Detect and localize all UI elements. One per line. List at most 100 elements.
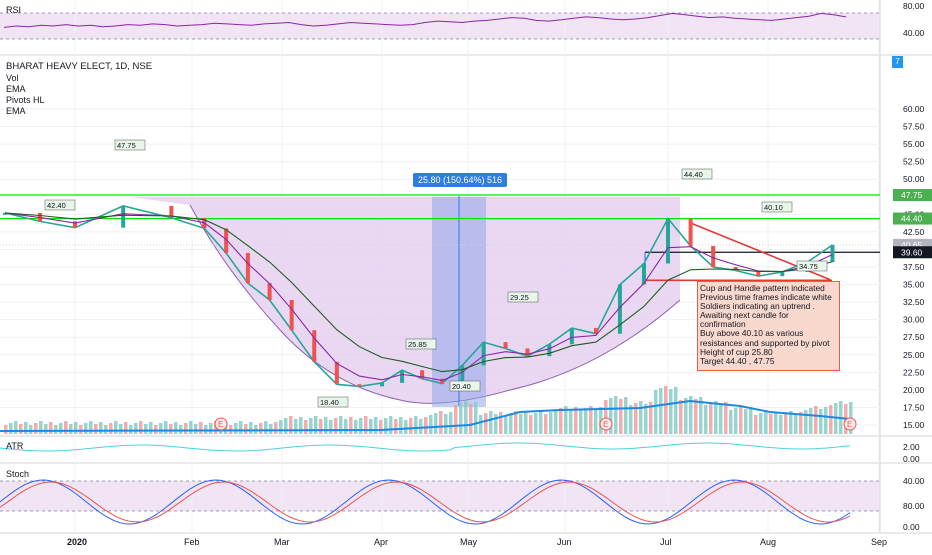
price-tick-14: 25.00	[903, 350, 925, 360]
volume-bar	[69, 424, 73, 434]
volume-bar	[364, 416, 368, 434]
price-tick-4: 50.00	[903, 174, 925, 184]
price-tick-10: 35.00	[903, 280, 925, 290]
volume-bar	[814, 406, 818, 434]
volume-bar	[344, 419, 348, 434]
earnings-marker-circle	[599, 417, 613, 431]
price-candle	[688, 218, 693, 246]
pivot-label-box	[681, 168, 713, 180]
volume-bar	[444, 414, 448, 434]
volume-bar	[144, 424, 148, 434]
volume-bar	[754, 415, 758, 434]
volume-bar	[129, 425, 133, 434]
volume-bar	[439, 411, 443, 434]
volume-bar	[319, 419, 323, 434]
rsi-band	[0, 13, 880, 39]
price-label-39-60: 39.60	[901, 247, 923, 257]
pivot-label-box	[449, 380, 481, 392]
volume-bar	[809, 408, 813, 434]
volume-bar	[299, 417, 303, 434]
price-candle	[547, 344, 552, 357]
volume-bar	[264, 421, 268, 434]
volume-bar	[794, 414, 798, 434]
price-candle	[503, 342, 508, 349]
volume-bar	[609, 398, 613, 434]
pivot-label-box	[405, 338, 437, 350]
volume-bar	[474, 402, 478, 434]
volume-bar	[44, 424, 48, 434]
stoch-band	[0, 481, 880, 511]
x-axis-label-mar: Mar	[274, 537, 290, 547]
volume-bar	[369, 419, 373, 434]
volume-bar	[134, 423, 138, 434]
volume-bar	[519, 414, 523, 434]
chart-title: BHARAT HEAVY ELECT, 1D, NSE	[6, 61, 153, 72]
volume-bar	[194, 424, 198, 434]
volume-bar	[189, 421, 193, 434]
volume-bar	[314, 416, 318, 434]
x-axis-label-feb: Feb	[184, 537, 200, 547]
volume-bar	[744, 409, 748, 434]
volume-bar	[84, 423, 88, 434]
volume-bar	[469, 404, 473, 434]
price-tick-17: 17.50	[903, 402, 925, 412]
volume-bar	[399, 417, 403, 434]
x-axis-label-may: May	[460, 537, 478, 547]
ema-slow-line	[4, 212, 833, 373]
volume-bar	[119, 424, 123, 434]
volume-bar	[49, 422, 53, 434]
volume-bar	[259, 423, 263, 434]
volume-bar	[419, 419, 423, 434]
price-candle	[641, 263, 646, 285]
volume-bar	[649, 402, 653, 434]
volume-bar	[594, 409, 598, 434]
volume-bar	[824, 407, 828, 434]
volume-bar	[579, 410, 583, 434]
price-tick-0: 60.00	[903, 104, 925, 114]
volume-bar	[704, 405, 708, 434]
x-axis-label-aug: Aug	[760, 537, 776, 547]
atr-label: ATR	[6, 441, 24, 451]
volume-bar	[534, 413, 538, 434]
price-candle	[756, 270, 761, 277]
price-tick-16: 20.00	[903, 385, 925, 395]
pivot-label-box	[761, 201, 793, 213]
price-tick-15: 22.50	[903, 367, 925, 377]
annotation-note[interactable]: Cup and Handle pattern indicated Previou…	[697, 281, 840, 371]
stoch-d-line	[0, 481, 851, 523]
x-axis-label-jul: Jul	[660, 537, 672, 547]
volume-bar	[779, 415, 783, 434]
volume-bar	[734, 408, 738, 434]
price-tick-11: 32.50	[903, 297, 925, 307]
volume-bar	[394, 419, 398, 434]
pivot-label-box	[507, 291, 539, 303]
volume-bar	[174, 422, 178, 434]
volume-bar	[674, 387, 678, 434]
price-candle	[780, 271, 785, 277]
x-axis-label-apr: Apr	[374, 537, 388, 547]
volume-bar	[719, 404, 723, 434]
volume-bar	[139, 421, 143, 434]
volume-bar	[714, 401, 718, 434]
volume-bar	[389, 416, 393, 434]
price-candle	[121, 205, 126, 228]
volume-bar	[539, 411, 543, 434]
price-tick-2: 55.00	[903, 139, 925, 149]
volume-bar	[499, 412, 503, 434]
volume-bar	[289, 416, 293, 434]
price-candle	[73, 221, 77, 228]
cup-fill	[130, 197, 680, 404]
volume-bar	[324, 417, 328, 434]
rsi-line	[3, 12, 847, 28]
volume-bar	[554, 410, 558, 434]
volume-bar	[494, 414, 498, 434]
price-tick-12: 30.00	[903, 315, 925, 325]
volume-bar	[689, 396, 693, 434]
ticker-badge[interactable]: 7	[892, 56, 903, 68]
volume-bar	[514, 411, 518, 434]
volume-bar	[14, 421, 18, 434]
price-candle	[289, 300, 294, 331]
volume-bar	[694, 399, 698, 434]
volume-bar	[659, 388, 663, 434]
